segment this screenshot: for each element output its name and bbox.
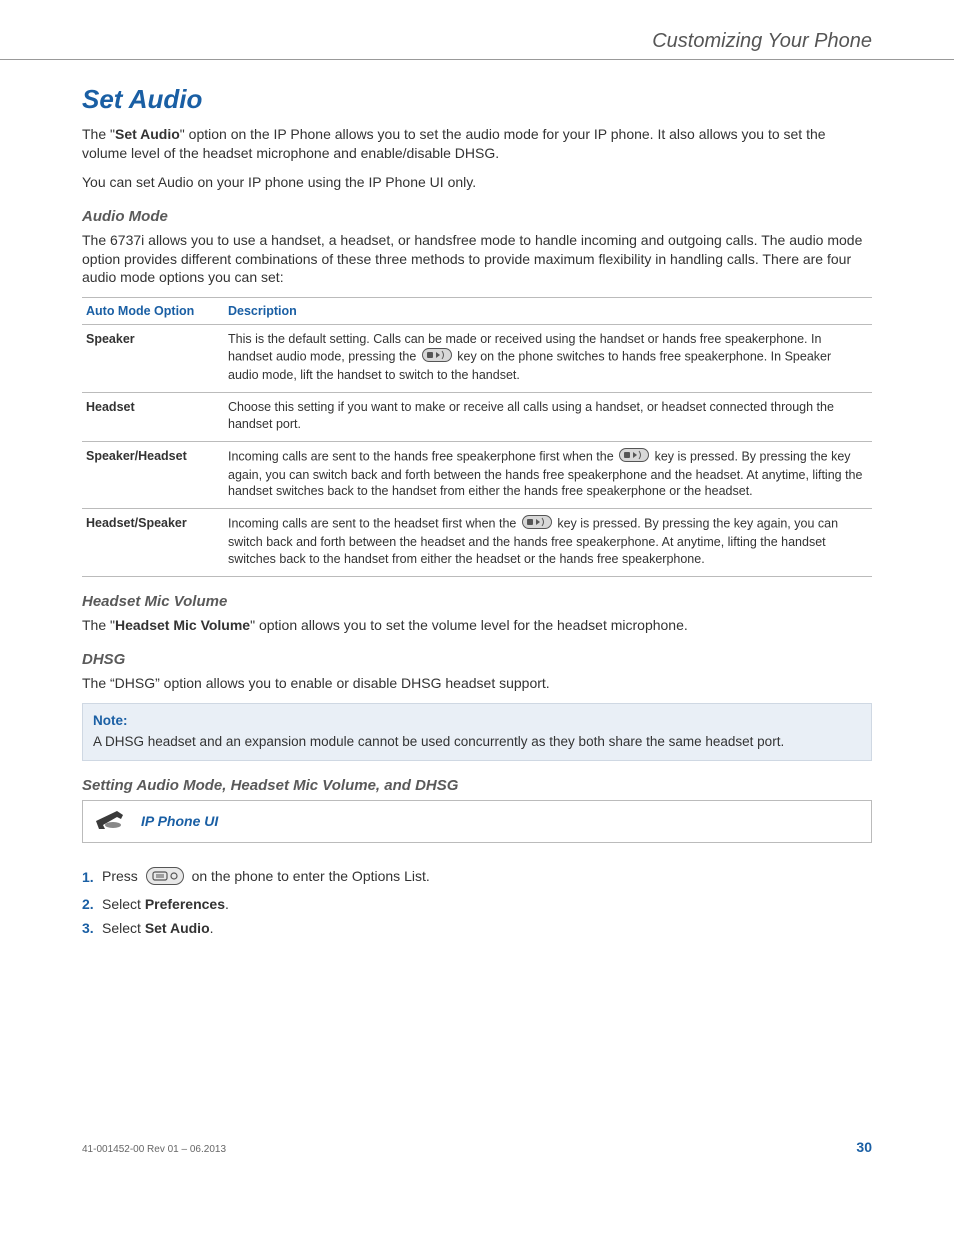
step-number: 3. bbox=[82, 920, 102, 936]
option-desc: Incoming calls are sent to the hands fre… bbox=[224, 441, 872, 509]
text: Select bbox=[102, 920, 145, 936]
headset-mic-heading: Headset Mic Volume bbox=[82, 593, 872, 610]
dhsg-heading: DHSG bbox=[82, 651, 872, 668]
text: . bbox=[210, 920, 214, 936]
dhsg-paragraph: The “DHSG” option allows you to enable o… bbox=[82, 674, 872, 693]
option-name: Speaker/Headset bbox=[82, 441, 224, 509]
ip-phone-ui-label: IP Phone UI bbox=[141, 813, 218, 829]
steps-list: 1. Press on the phone to enter the Optio… bbox=[82, 867, 872, 936]
chapter-title: Customizing Your Phone bbox=[82, 30, 872, 53]
text-bold: Set Audio bbox=[115, 126, 180, 142]
table-row: Headset/Speaker Incoming calls are sent … bbox=[82, 509, 872, 577]
audio-mode-heading: Audio Mode bbox=[82, 208, 872, 225]
col-option: Auto Mode Option bbox=[82, 298, 224, 325]
step-text: Select Preferences. bbox=[102, 896, 229, 912]
note-text: A DHSG headset and an expansion module c… bbox=[93, 734, 784, 749]
step-item: 1. Press on the phone to enter the Optio… bbox=[82, 867, 872, 888]
step-number: 1. bbox=[82, 869, 102, 885]
text: The " bbox=[82, 617, 115, 633]
note-box: Note: A DHSG headset and an expansion mo… bbox=[82, 703, 872, 761]
text: " option on the IP Phone allows you to s… bbox=[82, 126, 826, 161]
audio-mode-paragraph: The 6737i allows you to use a handset, a… bbox=[82, 231, 872, 288]
table-row: Speaker This is the default setting. Cal… bbox=[82, 325, 872, 393]
options-key-icon bbox=[146, 867, 184, 888]
page-number: 30 bbox=[856, 1139, 872, 1155]
step-number: 2. bbox=[82, 896, 102, 912]
footer-rev: 41-001452-00 Rev 01 – 06.2013 bbox=[82, 1144, 226, 1155]
option-desc: This is the default setting. Calls can b… bbox=[224, 325, 872, 393]
speaker-key-icon bbox=[422, 348, 452, 367]
page-footer: 41-001452-00 Rev 01 – 06.2013 30 bbox=[82, 1139, 872, 1155]
ip-phone-ui-box: IP Phone UI bbox=[82, 800, 872, 843]
option-name: Headset bbox=[82, 392, 224, 441]
header-rule bbox=[0, 59, 954, 60]
option-desc: Choose this setting if you want to make … bbox=[224, 392, 872, 441]
text: Incoming calls are sent to the headset f… bbox=[228, 517, 520, 531]
phone-icon bbox=[93, 807, 127, 836]
intro-paragraph-1: The "Set Audio" option on the IP Phone a… bbox=[82, 125, 872, 163]
text-bold: Preferences bbox=[145, 896, 225, 912]
text: Press bbox=[102, 868, 142, 884]
setting-heading: Setting Audio Mode, Headset Mic Volume, … bbox=[82, 777, 872, 794]
option-desc: Incoming calls are sent to the headset f… bbox=[224, 509, 872, 577]
page: Customizing Your Phone Set Audio The "Se… bbox=[0, 0, 954, 1195]
text: " option allows you to set the volume le… bbox=[250, 617, 688, 633]
text: on the phone to enter the Options List. bbox=[192, 868, 430, 884]
text: The " bbox=[82, 126, 115, 142]
text-bold: Headset Mic Volume bbox=[115, 617, 250, 633]
option-name: Headset/Speaker bbox=[82, 509, 224, 577]
table-row: Speaker/Headset Incoming calls are sent … bbox=[82, 441, 872, 509]
table-header-row: Auto Mode Option Description bbox=[82, 298, 872, 325]
step-item: 3. Select Set Audio. bbox=[82, 920, 872, 936]
audio-mode-table: Auto Mode Option Description Speaker Thi… bbox=[82, 297, 872, 577]
text: Incoming calls are sent to the hands fre… bbox=[228, 449, 617, 463]
intro-paragraph-2: You can set Audio on your IP phone using… bbox=[82, 173, 872, 192]
step-item: 2. Select Preferences. bbox=[82, 896, 872, 912]
section-title: Set Audio bbox=[82, 84, 872, 115]
table-row: Headset Choose this setting if you want … bbox=[82, 392, 872, 441]
note-label: Note: bbox=[93, 712, 861, 731]
option-name: Speaker bbox=[82, 325, 224, 393]
headset-mic-paragraph: The "Headset Mic Volume" option allows y… bbox=[82, 616, 872, 635]
col-description: Description bbox=[224, 298, 872, 325]
text: Select bbox=[102, 896, 145, 912]
speaker-key-icon bbox=[522, 515, 552, 534]
step-text: Press on the phone to enter the Options … bbox=[102, 867, 430, 888]
speaker-key-icon bbox=[619, 448, 649, 467]
text-bold: Set Audio bbox=[145, 920, 210, 936]
step-text: Select Set Audio. bbox=[102, 920, 214, 936]
text: . bbox=[225, 896, 229, 912]
